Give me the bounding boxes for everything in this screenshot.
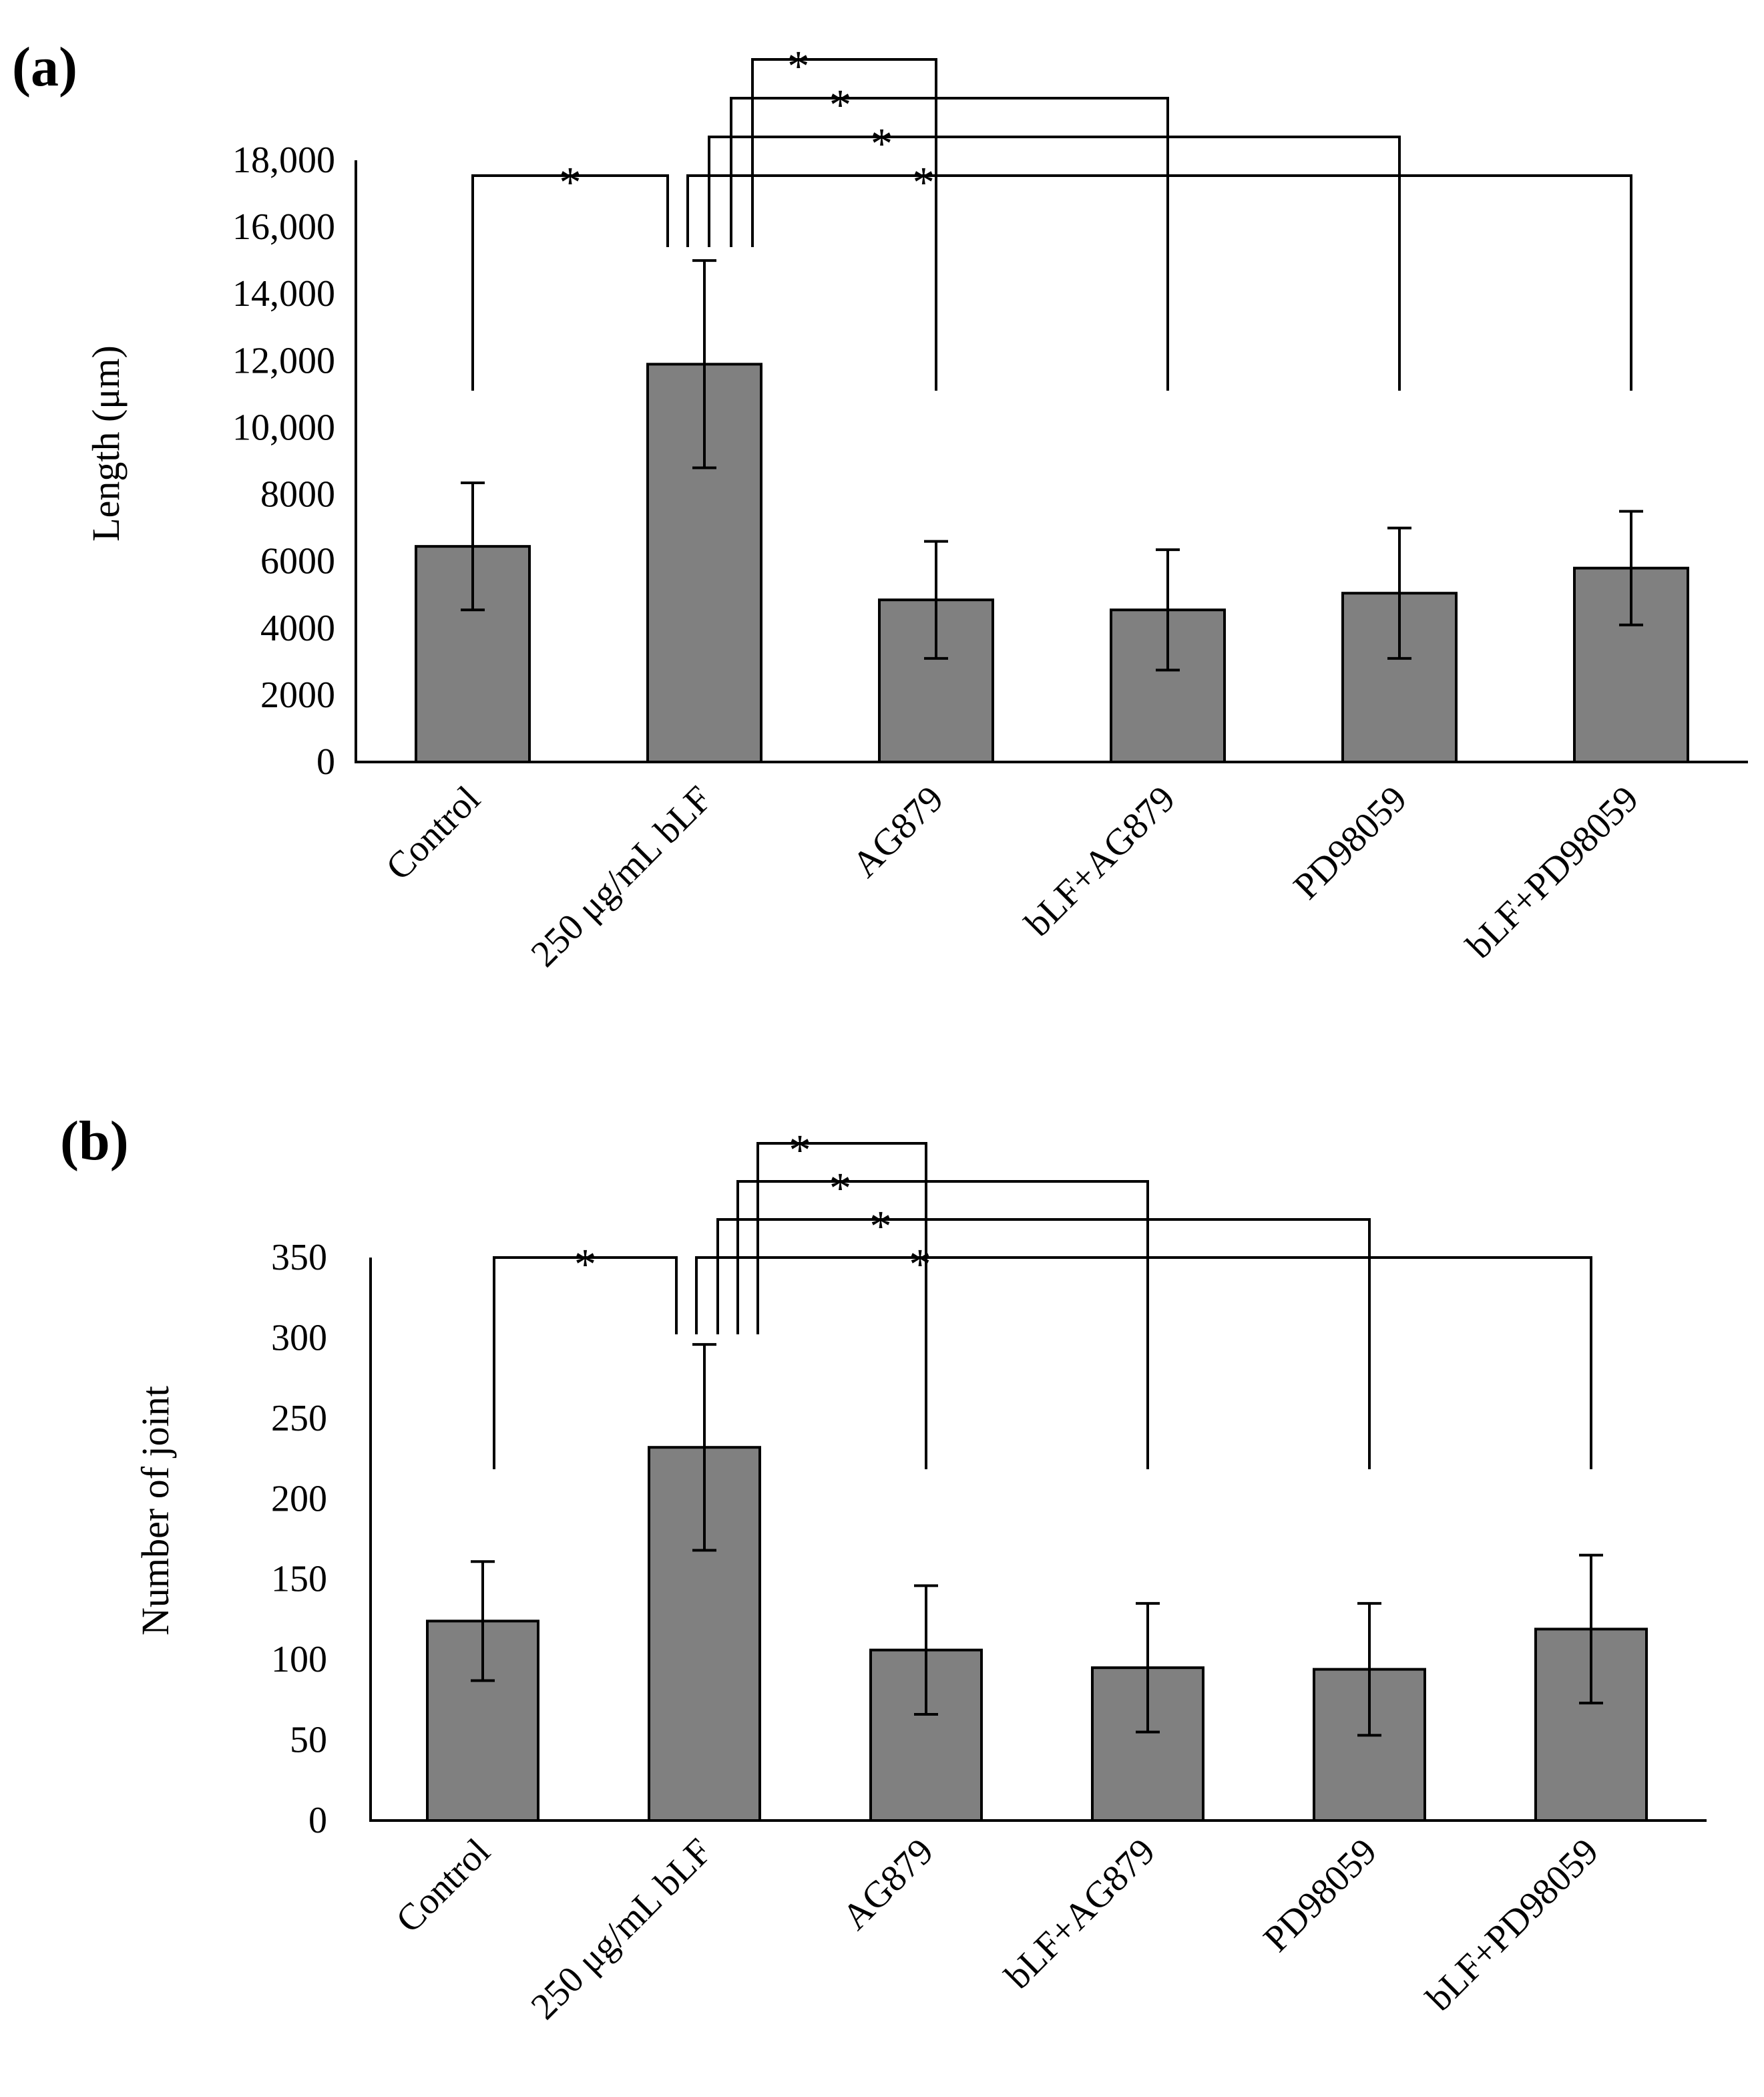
panel-a-error-bar-ag879 xyxy=(924,540,948,660)
panel-a-bracket-control-vs-250-g-ml-blf: * xyxy=(471,158,669,391)
panel-b-y-axis-title: Number of joint xyxy=(134,1386,177,1636)
panel-b-x-tick-control: Control xyxy=(388,1831,498,1941)
panel-a-y-tick-2000: 2000 xyxy=(260,675,335,716)
panel-b-y-tick-0: 0 xyxy=(308,1800,327,1841)
panel-b-y-tick-50: 50 xyxy=(290,1720,327,1761)
panel-a-y-tick-12000: 12,000 xyxy=(232,340,335,381)
panel-a-bracket-250-g-ml-blf-vs-ag879-line xyxy=(751,58,937,391)
panel-b-y-tick-350: 350 xyxy=(271,1237,327,1278)
panel-b-bracket-control-vs-250-g-ml-blf: * xyxy=(493,1240,678,1469)
panel-a-bracket-250-g-ml-blf-vs-blf-pd98059: * xyxy=(686,158,1632,391)
panel-a-bracket-250-g-ml-blf-vs-blf-ag879-line xyxy=(730,97,1169,391)
panel-a-error-bar-control xyxy=(461,482,485,612)
panel-b-x-tick-ag879: AG879 xyxy=(835,1831,941,1937)
panel-b-bracket-250-g-ml-blf-vs-ag879: * xyxy=(756,1126,927,1469)
panel-a-y-tick-14000: 14,000 xyxy=(232,273,335,315)
panel-a-x-tick-blf-pd98059: bLF+PD98059 xyxy=(1458,778,1646,966)
panel-b-y-tick-100: 100 xyxy=(271,1639,327,1680)
panel-a-x-tick-pd98059: PD98059 xyxy=(1286,778,1415,907)
panel-b-bracket-250-g-ml-blf-vs-blf-pd98059-star: * xyxy=(909,1240,931,1289)
panel-b-error-bar-ag879 xyxy=(914,1584,938,1716)
panel-b-bracket-250-g-ml-blf-vs-blf-ag879-line xyxy=(736,1180,1149,1469)
panel-b-x-tick-blf-pd98059: bLF+PD98059 xyxy=(1418,1831,1606,2019)
panel-b-bracket-control-vs-250-g-ml-blf-star: * xyxy=(574,1240,596,1289)
panel-b-label: (b) xyxy=(60,1110,129,1172)
panel-b-axes xyxy=(369,1258,1707,1822)
panel-a-bracket-250-g-ml-blf-vs-pd98059: * xyxy=(708,120,1401,391)
panel-b-y-tick-250: 250 xyxy=(271,1398,327,1439)
panel-b-joint-chart: (b) Number of joint * * * * * 0 50 100 150 200 25… xyxy=(60,1110,1707,2028)
panel-a-bracket-250-g-ml-blf-vs-ag879-star: * xyxy=(787,42,809,91)
panel-b-bracket-control-vs-250-g-ml-blf-line xyxy=(493,1256,678,1469)
panel-a-bracket-250-g-ml-blf-vs-ag879: * xyxy=(751,42,937,391)
panel-a-y-axis-title: Length (μm) xyxy=(84,345,128,542)
panel-b-y-tick-150: 150 xyxy=(271,1559,327,1600)
panel-b-x-tick-250-g-ml-blf: 250 μg/mL bLF xyxy=(523,1831,720,2028)
panel-a-length-chart: (a) Length (μm) * * * * * 0 2000 4000 6000 8000 1… xyxy=(12,36,1748,975)
panel-a-significance-brackets: * * * * * xyxy=(471,42,1632,391)
panel-b-x-tick-blf-ag879: bLF+AG879 xyxy=(997,1831,1163,1997)
panel-b-bracket-250-g-ml-blf-vs-pd98059: * xyxy=(716,1202,1371,1469)
panel-a-bracket-control-vs-250-g-ml-blf-star: * xyxy=(560,158,582,207)
panel-a-bracket-250-g-ml-blf-vs-pd98059-star: * xyxy=(871,120,893,168)
panel-a-bracket-250-g-ml-blf-vs-blf-ag879: * xyxy=(730,81,1169,391)
panel-a-label: (a) xyxy=(12,36,77,98)
panel-a-y-tick-10000: 10,000 xyxy=(232,407,335,448)
panel-a-x-tick-ag879: AG879 xyxy=(845,778,951,885)
panel-a-error-bar-pd98059 xyxy=(1387,526,1411,660)
panel-a-y-tick-6000: 6000 xyxy=(260,541,335,582)
panel-b-error-bar-blf-ag879 xyxy=(1136,1601,1160,1734)
panel-b-error-bars xyxy=(471,1343,1603,1737)
panel-a-bracket-250-g-ml-blf-vs-blf-pd98059-star: * xyxy=(913,158,935,207)
panel-a-x-tick-control: Control xyxy=(378,778,488,888)
panel-b-bracket-250-g-ml-blf-vs-ag879-line xyxy=(756,1142,927,1469)
panel-a-error-bar-250-g-ml-blf xyxy=(692,259,716,469)
panel-a-bracket-250-g-ml-blf-vs-blf-pd98059-line xyxy=(686,174,1632,391)
panel-a-bracket-250-g-ml-blf-vs-pd98059-line xyxy=(708,136,1401,391)
panel-b-bracket-250-g-ml-blf-vs-blf-ag879: * xyxy=(736,1164,1149,1469)
panel-a-y-tick-0: 0 xyxy=(316,741,335,783)
panel-a-x-tick-250-g-ml-blf: 250 μg/mL bLF xyxy=(523,778,720,975)
panel-a-y-tick-18000: 18,000 xyxy=(232,140,335,181)
panel-a-bracket-250-g-ml-blf-vs-blf-ag879-star: * xyxy=(829,81,851,130)
panel-b-x-tick-labels: Control 250 μg/mL bLF AG879 bLF+AG879 PD9805… xyxy=(388,1831,1606,2028)
panel-a-y-tick-labels: 0 2000 4000 6000 8000 10,000 12,000 14,000 16,00… xyxy=(232,140,335,783)
panel-a-x-tick-blf-ag879: bLF+AG879 xyxy=(1017,778,1183,944)
panel-a-error-bars xyxy=(461,259,1643,672)
panel-b-error-bar-pd98059 xyxy=(1357,1601,1381,1737)
panel-a-y-tick-8000: 8000 xyxy=(260,474,335,516)
panel-b-y-tick-200: 200 xyxy=(271,1478,327,1519)
panel-b-significance-brackets: * * * * * xyxy=(493,1126,1592,1469)
panel-b-error-bar-control xyxy=(471,1560,495,1682)
panel-b-y-tick-300: 300 xyxy=(271,1317,327,1358)
panel-b-bracket-250-g-ml-blf-vs-blf-pd98059: * xyxy=(695,1240,1592,1469)
panel-b-error-bar-250-g-ml-blf xyxy=(692,1343,716,1552)
panel-b-bracket-250-g-ml-blf-vs-pd98059-star: * xyxy=(870,1202,892,1251)
panel-b-x-tick-pd98059: PD98059 xyxy=(1256,1831,1385,1959)
panel-a-error-bar-blf-pd98059 xyxy=(1619,510,1643,626)
panel-b-bracket-250-g-ml-blf-vs-blf-ag879-star: * xyxy=(829,1164,851,1213)
panel-b-error-bar-blf-pd98059 xyxy=(1579,1553,1603,1705)
panel-b-y-tick-labels: 0 50 100 150 200 250 300 350 xyxy=(271,1237,327,1841)
panel-b-bracket-250-g-ml-blf-vs-pd98059-line xyxy=(716,1218,1371,1469)
panel-a-error-bar-blf-ag879 xyxy=(1156,548,1180,672)
panel-b-bracket-250-g-ml-blf-vs-ag879-star: * xyxy=(789,1126,811,1175)
panel-a-y-tick-4000: 4000 xyxy=(260,608,335,649)
panel-a-x-tick-labels: Control 250 μg/mL bLF AG879 bLF+AG879 PD9805… xyxy=(378,778,1646,975)
panel-a-axes xyxy=(355,160,1748,763)
panel-a-y-tick-16000: 16,000 xyxy=(232,206,335,248)
panel-b-bars xyxy=(426,1446,1648,1823)
panel-a-bars xyxy=(415,363,1689,764)
panel-b-bracket-250-g-ml-blf-vs-blf-pd98059-line xyxy=(695,1256,1592,1469)
panel-a-bracket-control-vs-250-g-ml-blf-line xyxy=(471,174,669,391)
